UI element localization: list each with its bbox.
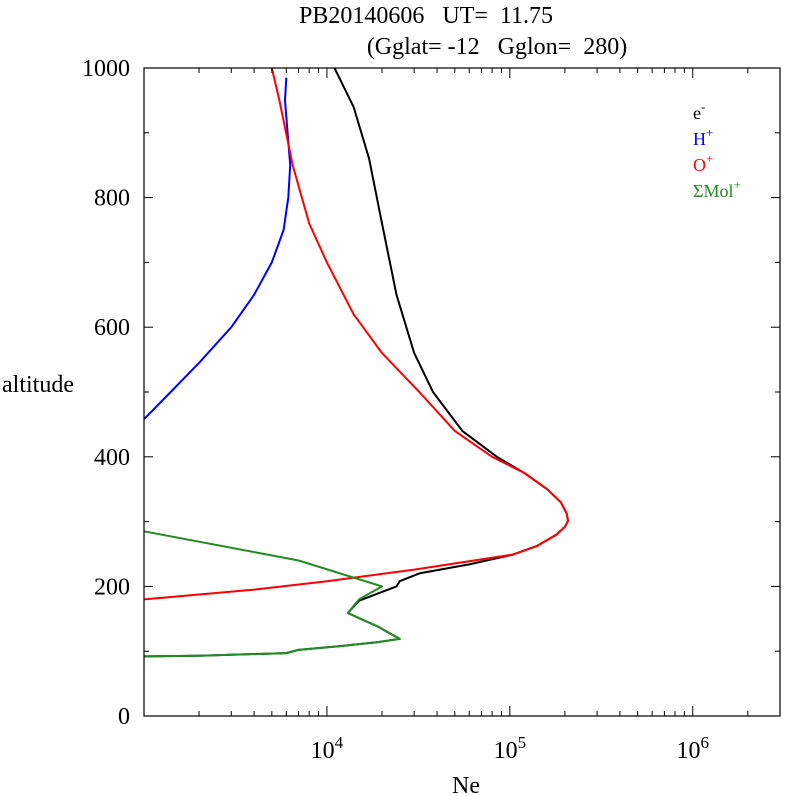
legend: e-H+O+ΣMol+ — [693, 99, 741, 201]
legend-entry-2: O+ — [693, 151, 713, 175]
x-tick-label: 104 — [311, 733, 344, 764]
series-line-3 — [143, 530, 401, 658]
y-axis-label: altitude — [2, 372, 74, 398]
legend-entry-1: H+ — [693, 125, 713, 149]
chart-subtitle: (Gglat= -12 Gglon= 280) — [367, 34, 627, 60]
tick-layer: 0 200 400 600 800 1000 104 105 106 — [82, 56, 781, 764]
legend-entry-3: ΣMol+ — [693, 177, 741, 201]
y-tick-label: 400 — [94, 445, 130, 471]
series-line-0 — [143, 67, 569, 658]
y-tick-label: 600 — [94, 315, 130, 341]
y-tick-label: 800 — [94, 186, 130, 212]
x-tick-label: 106 — [676, 733, 709, 764]
series-line-2 — [143, 67, 569, 601]
legend-entry-0: e- — [693, 99, 705, 123]
x-tick-label: 105 — [494, 733, 526, 764]
y-tick-label: 1000 — [82, 56, 130, 82]
series-layer — [143, 67, 569, 658]
series-line-1 — [143, 77, 292, 420]
chart-title: PB20140606 UT= 11.75 — [299, 3, 553, 29]
y-tick-label: 200 — [94, 574, 130, 600]
x-axis-label: Ne — [452, 773, 480, 796]
y-tick-label: 0 — [118, 704, 130, 730]
plot-frame — [143, 67, 781, 717]
